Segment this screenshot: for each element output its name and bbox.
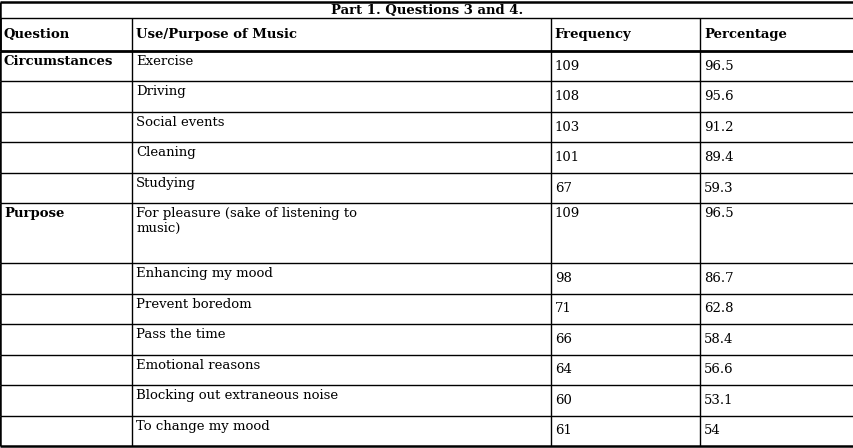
Text: Circumstances: Circumstances [4,55,113,68]
Text: Part 1. Questions 3 and 4.: Part 1. Questions 3 and 4. [330,4,523,17]
Text: 109: 109 [554,60,579,73]
Text: 98: 98 [554,272,571,285]
Text: To change my mood: To change my mood [136,419,270,432]
Text: 91.2: 91.2 [704,121,733,134]
Text: 60: 60 [554,394,571,407]
Text: 101: 101 [554,151,579,164]
Text: 53.1: 53.1 [704,394,733,407]
Text: 62.8: 62.8 [704,302,733,315]
Text: Emotional reasons: Emotional reasons [136,358,260,371]
Text: Exercise: Exercise [136,55,194,68]
Text: Studying: Studying [136,177,196,190]
Text: 103: 103 [554,121,579,134]
Text: 64: 64 [554,363,571,376]
Text: 58.4: 58.4 [704,333,733,346]
Text: Question: Question [4,28,70,41]
Text: Cleaning: Cleaning [136,146,196,159]
Text: 67: 67 [554,181,572,194]
Text: 86.7: 86.7 [704,272,733,285]
Text: 109: 109 [554,207,579,220]
Text: 95.6: 95.6 [704,90,733,103]
Text: Use/Purpose of Music: Use/Purpose of Music [136,28,297,41]
Text: Pass the time: Pass the time [136,328,225,341]
Text: Blocking out extraneous noise: Blocking out extraneous noise [136,389,338,402]
Text: For pleasure (sake of listening to
music): For pleasure (sake of listening to music… [136,207,357,235]
Text: 54: 54 [704,424,720,437]
Text: 108: 108 [554,90,579,103]
Text: Driving: Driving [136,86,186,99]
Text: Social events: Social events [136,116,224,129]
Text: 66: 66 [554,333,572,346]
Text: Percentage: Percentage [704,28,786,41]
Text: 96.5: 96.5 [704,60,733,73]
Text: Purpose: Purpose [4,207,64,220]
Text: 59.3: 59.3 [704,181,733,194]
Text: Frequency: Frequency [554,28,631,41]
Text: Prevent boredom: Prevent boredom [136,297,252,310]
Text: 96.5: 96.5 [704,207,733,220]
Text: Enhancing my mood: Enhancing my mood [136,267,273,280]
Text: 71: 71 [554,302,571,315]
Text: 61: 61 [554,424,571,437]
Text: 56.6: 56.6 [704,363,733,376]
Text: 89.4: 89.4 [704,151,733,164]
